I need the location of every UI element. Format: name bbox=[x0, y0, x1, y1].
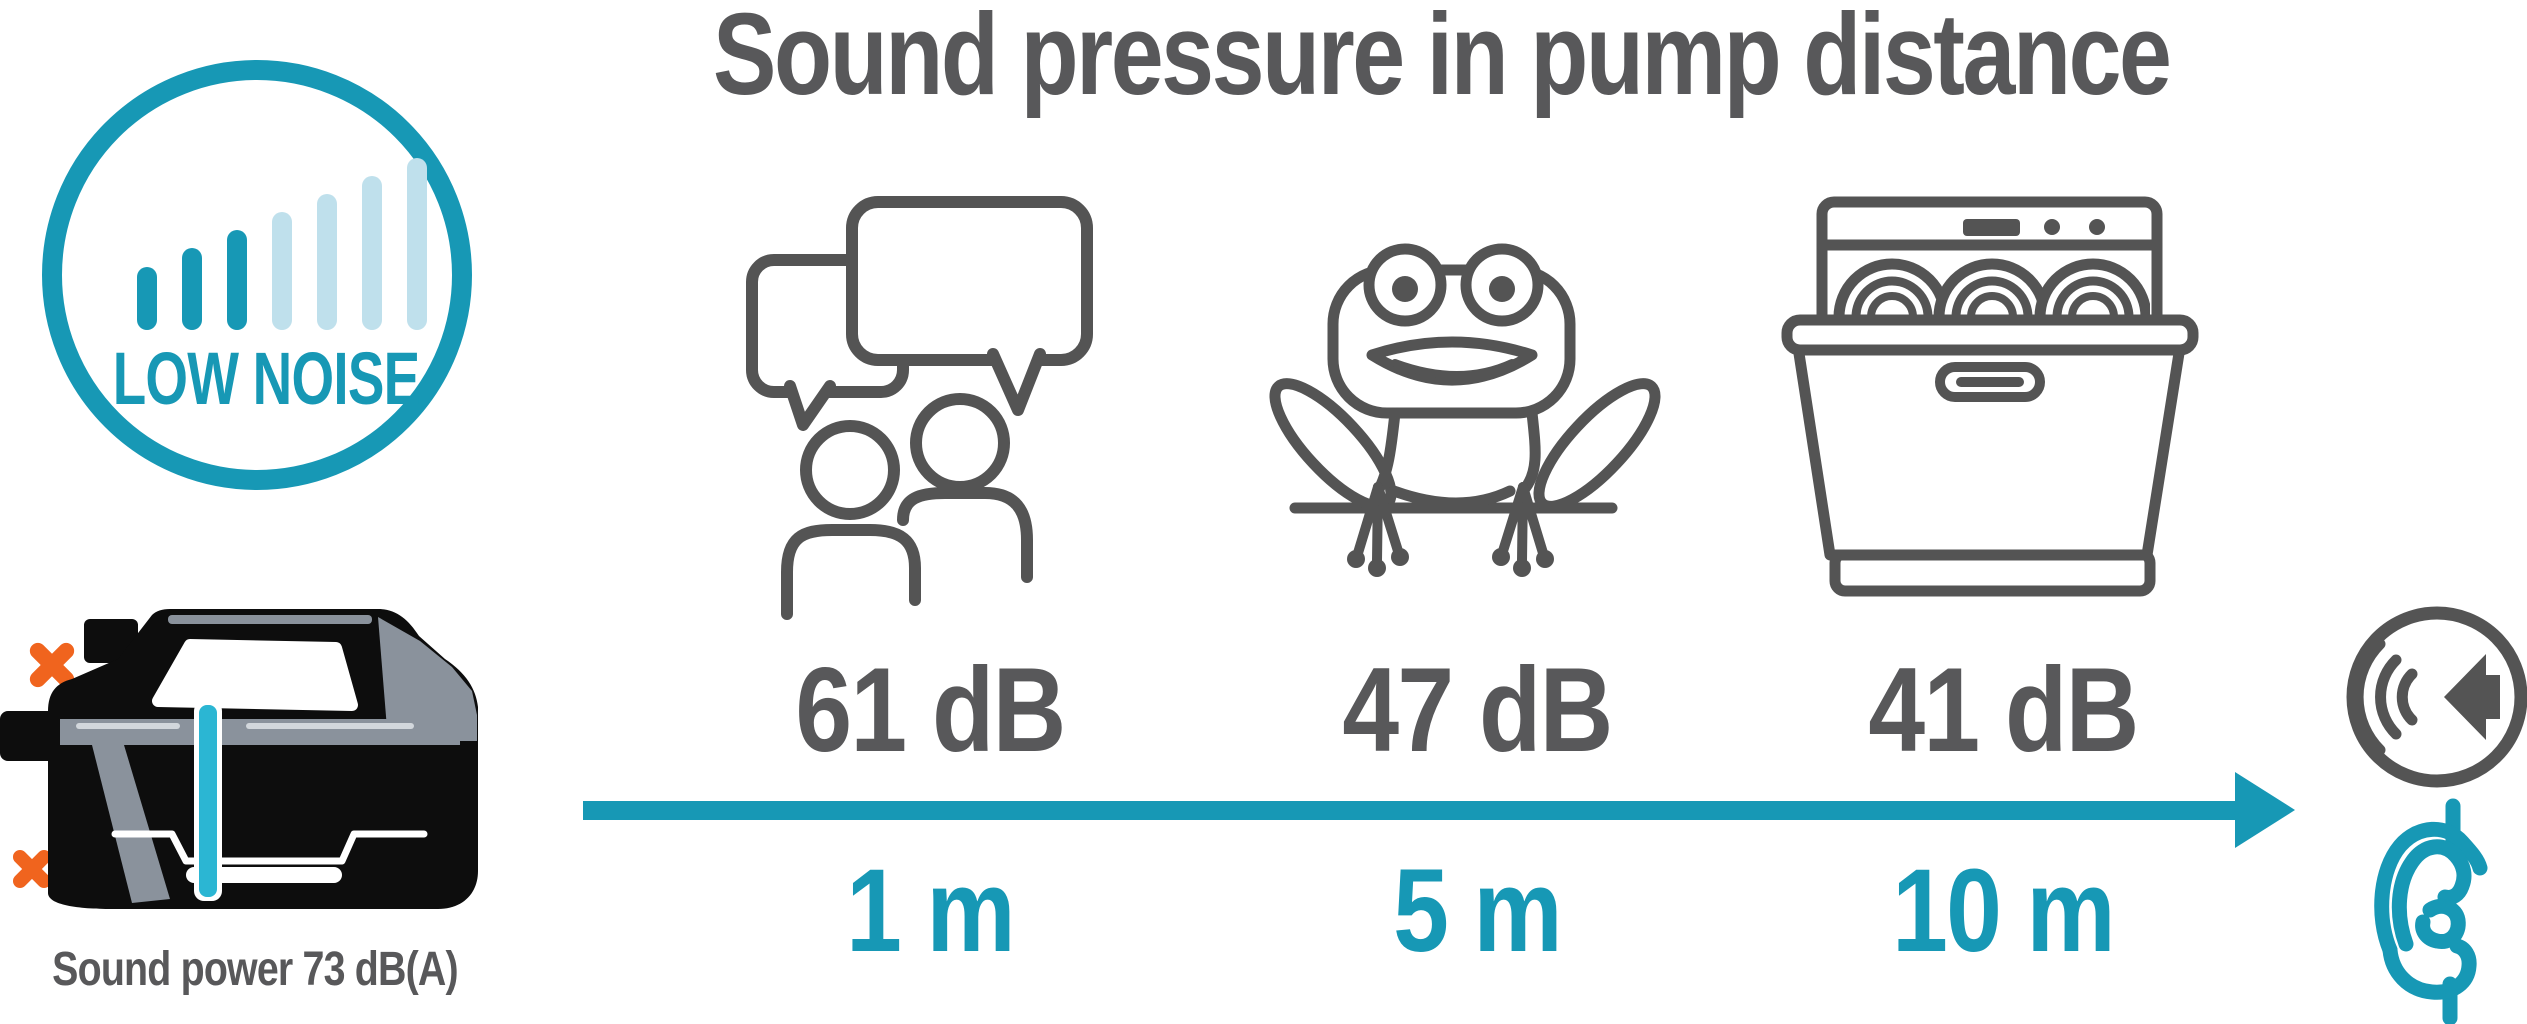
distance-label-3: 10 m bbox=[1892, 845, 2116, 977]
low-noise-label: LOW NOISE bbox=[112, 337, 420, 420]
conversation-icon bbox=[746, 196, 1093, 620]
pump-handle-hole bbox=[152, 639, 358, 711]
ear-icon bbox=[2374, 798, 2488, 1024]
distance-label-1: 1 m bbox=[846, 845, 1015, 977]
dishwasher-icon bbox=[1781, 196, 2199, 597]
pump-orange-knob bbox=[12, 642, 75, 889]
speaker-icon bbox=[2346, 606, 2527, 788]
sound-pressure-label-1: 61 dB bbox=[795, 643, 1066, 777]
pump-cyan-stripe bbox=[199, 705, 217, 897]
distance-label-2: 5 m bbox=[1393, 845, 1562, 977]
sound-pressure-label-2: 47 dB bbox=[1342, 643, 1613, 777]
frog-icon bbox=[1269, 243, 1661, 577]
pump-caption: Sound power 73 dB(A) bbox=[52, 943, 458, 996]
sound-bars-icon bbox=[137, 158, 427, 330]
page-title: Sound pressure in pump distance bbox=[713, 0, 2172, 119]
pump-spout bbox=[0, 711, 56, 761]
pump-illustration bbox=[0, 609, 478, 909]
sound-pressure-label-3: 41 dB bbox=[1868, 643, 2139, 777]
distance-arrow bbox=[583, 772, 2295, 848]
low-noise-badge: LOW NOISE bbox=[42, 60, 472, 490]
